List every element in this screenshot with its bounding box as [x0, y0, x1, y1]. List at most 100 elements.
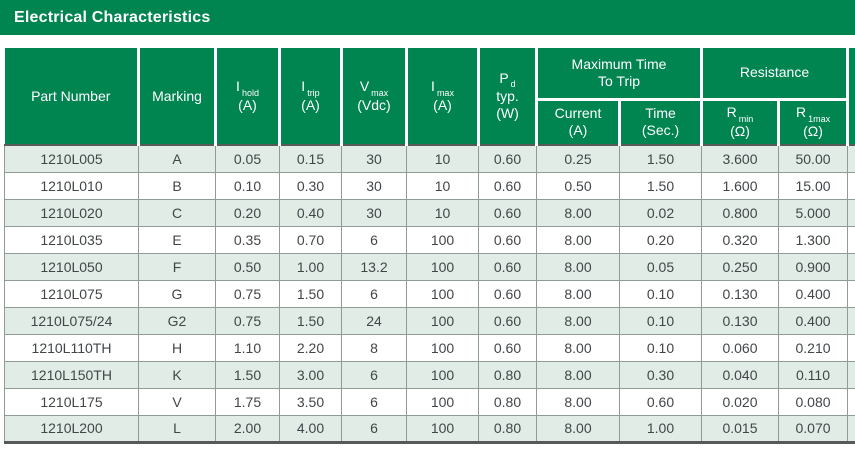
cell-marking: A: [138, 144, 216, 173]
cell-r-min: 0.130: [701, 280, 779, 308]
cell-trip-current: 8.00: [536, 334, 620, 362]
cropped-next-column-cell: [847, 361, 855, 389]
subscript-label: max: [436, 87, 454, 98]
cell-r-1max: 0.070: [778, 415, 849, 444]
table-row: 1210L035 E 0.35 0.70 6 100 0.60 8.00 0.20 0.320 1.…: [4, 226, 855, 254]
cell-p-typ: 0.60: [478, 144, 537, 173]
cell-v-max: 30: [341, 172, 407, 200]
cropped-next-column-header: [846, 48, 855, 145]
cell-part-number: 1210L075/24: [4, 307, 139, 335]
cell-i-trip: 1.50: [279, 307, 342, 335]
cell-p-typ: 0.60: [478, 199, 537, 227]
subscript-label: hold: [241, 87, 259, 98]
cell-trip-time: 0.30: [619, 361, 702, 389]
cell-trip-current: 8.00: [536, 388, 620, 416]
header-unit: (Sec.): [641, 122, 680, 139]
col-group-resistance: Resistance: [699, 48, 848, 101]
header-unit: (A): [238, 96, 257, 113]
header-label: Marking: [152, 87, 202, 104]
header-unit: (Ω): [803, 123, 823, 140]
cell-r-min: 0.130: [701, 307, 779, 335]
cropped-next-column-cell: [847, 388, 855, 416]
cell-i-hold: 0.75: [215, 280, 280, 308]
col-group-max-time-to-trip: Maximum Time To Trip: [535, 48, 702, 101]
cell-r-1max: 0.110: [778, 361, 849, 389]
cell-trip-time: 0.60: [619, 388, 702, 416]
cell-i-max: 100: [406, 334, 479, 362]
section-title-bar: Electrical Characteristics: [0, 0, 855, 35]
cell-r-min: 0.020: [701, 388, 779, 416]
cell-i-max: 100: [406, 415, 479, 444]
cell-trip-time: 0.20: [619, 226, 702, 254]
cell-i-trip: 1.00: [279, 253, 342, 281]
cell-trip-time: 1.50: [619, 144, 702, 173]
cell-i-max: 100: [406, 226, 479, 254]
cell-trip-current: 8.00: [536, 226, 620, 254]
cell-r-1max: 0.210: [778, 334, 849, 362]
cell-v-max: 13.2: [341, 253, 407, 281]
cell-i-trip: 0.30: [279, 172, 342, 200]
cell-i-max: 10: [406, 144, 479, 173]
cell-p-typ: 0.60: [478, 253, 537, 281]
cell-i-max: 100: [406, 307, 479, 335]
header-label: Current: [554, 105, 602, 122]
cell-trip-time: 0.02: [619, 199, 702, 227]
cell-part-number: 1210L010: [4, 172, 139, 200]
cell-v-max: 8: [341, 334, 407, 362]
cropped-next-column-cell: [847, 307, 855, 335]
cropped-next-column-cell: [847, 415, 855, 444]
header-unit: (A): [301, 96, 320, 113]
table-row: 1210L175 V 1.75 3.50 6 100 0.80 8.00 0.60 0.020 0.…: [4, 388, 855, 416]
cell-i-max: 10: [406, 199, 479, 227]
table-row: 1210L075 G 0.75 1.50 6 100 0.60 8.00 0.10 0.130 0.…: [4, 280, 855, 308]
header-unit: (W): [496, 105, 519, 122]
cell-r-1max: 50.00: [778, 144, 849, 173]
table-row: 1210L005 A 0.05 0.15 30 10 0.60 0.25 1.50 3.600 50…: [4, 144, 855, 173]
cell-r-1max: 1.300: [778, 226, 849, 254]
cell-r-min: 0.015: [701, 415, 779, 444]
header-label: Part Number: [31, 87, 111, 104]
cell-part-number: 1210L150TH: [4, 361, 139, 389]
cell-i-max: 100: [406, 253, 479, 281]
table-row: 1210L050 F 0.50 1.00 13.2 100 0.60 8.00 0.05 0.25…: [4, 253, 855, 281]
cell-trip-time: 1.50: [619, 172, 702, 200]
header-unit: (A): [433, 96, 452, 113]
cell-v-max: 30: [341, 199, 407, 227]
cell-p-typ: 0.60: [478, 226, 537, 254]
cell-i-trip: 4.00: [279, 415, 342, 444]
table-row: 1210L110TH H 1.10 2.20 8 100 0.60 8.00 0.10 0.060…: [4, 334, 855, 362]
header-unit: (Vdc): [357, 96, 391, 113]
cell-v-max: 6: [341, 280, 407, 308]
cropped-next-column-cell: [847, 334, 855, 362]
cell-part-number: 1210L035: [4, 226, 139, 254]
cell-part-number: 1210L175: [4, 388, 139, 416]
col-header-part-number: Part Number: [4, 48, 139, 145]
cell-i-trip: 0.70: [279, 226, 342, 254]
group-label: To Trip: [597, 72, 640, 89]
table-row: 1210L020 C 0.20 0.40 30 10 0.60 8.00 0.02 0.800 5.…: [4, 199, 855, 227]
cell-i-hold: 2.00: [215, 415, 280, 444]
cell-i-max: 100: [406, 388, 479, 416]
table-row: 1210L010 B 0.10 0.30 30 10 0.60 0.50 1.50 1.600 15…: [4, 172, 855, 200]
cell-p-typ: 0.80: [478, 415, 537, 444]
group-label: Resistance: [739, 64, 810, 81]
subscript-label: 1max: [808, 114, 831, 125]
cell-i-hold: 1.50: [215, 361, 280, 389]
cell-marking: V: [138, 388, 216, 416]
cell-i-trip: 2.20: [279, 334, 342, 362]
cell-part-number: 1210L075: [4, 280, 139, 308]
subscript-label: max: [371, 87, 389, 98]
cell-r-1max: 0.900: [778, 253, 849, 281]
cell-i-hold: 1.10: [215, 334, 280, 362]
table-row: 1210L075/24 G2 0.75 1.50 24 100 0.60 8.00 0.10 0.…: [4, 307, 855, 335]
cell-trip-current: 0.50: [536, 172, 620, 200]
cell-trip-time: 0.05: [619, 253, 702, 281]
table-row: 1210L150TH K 1.50 3.00 6 100 0.80 8.00 0.30 0.040…: [4, 361, 855, 389]
